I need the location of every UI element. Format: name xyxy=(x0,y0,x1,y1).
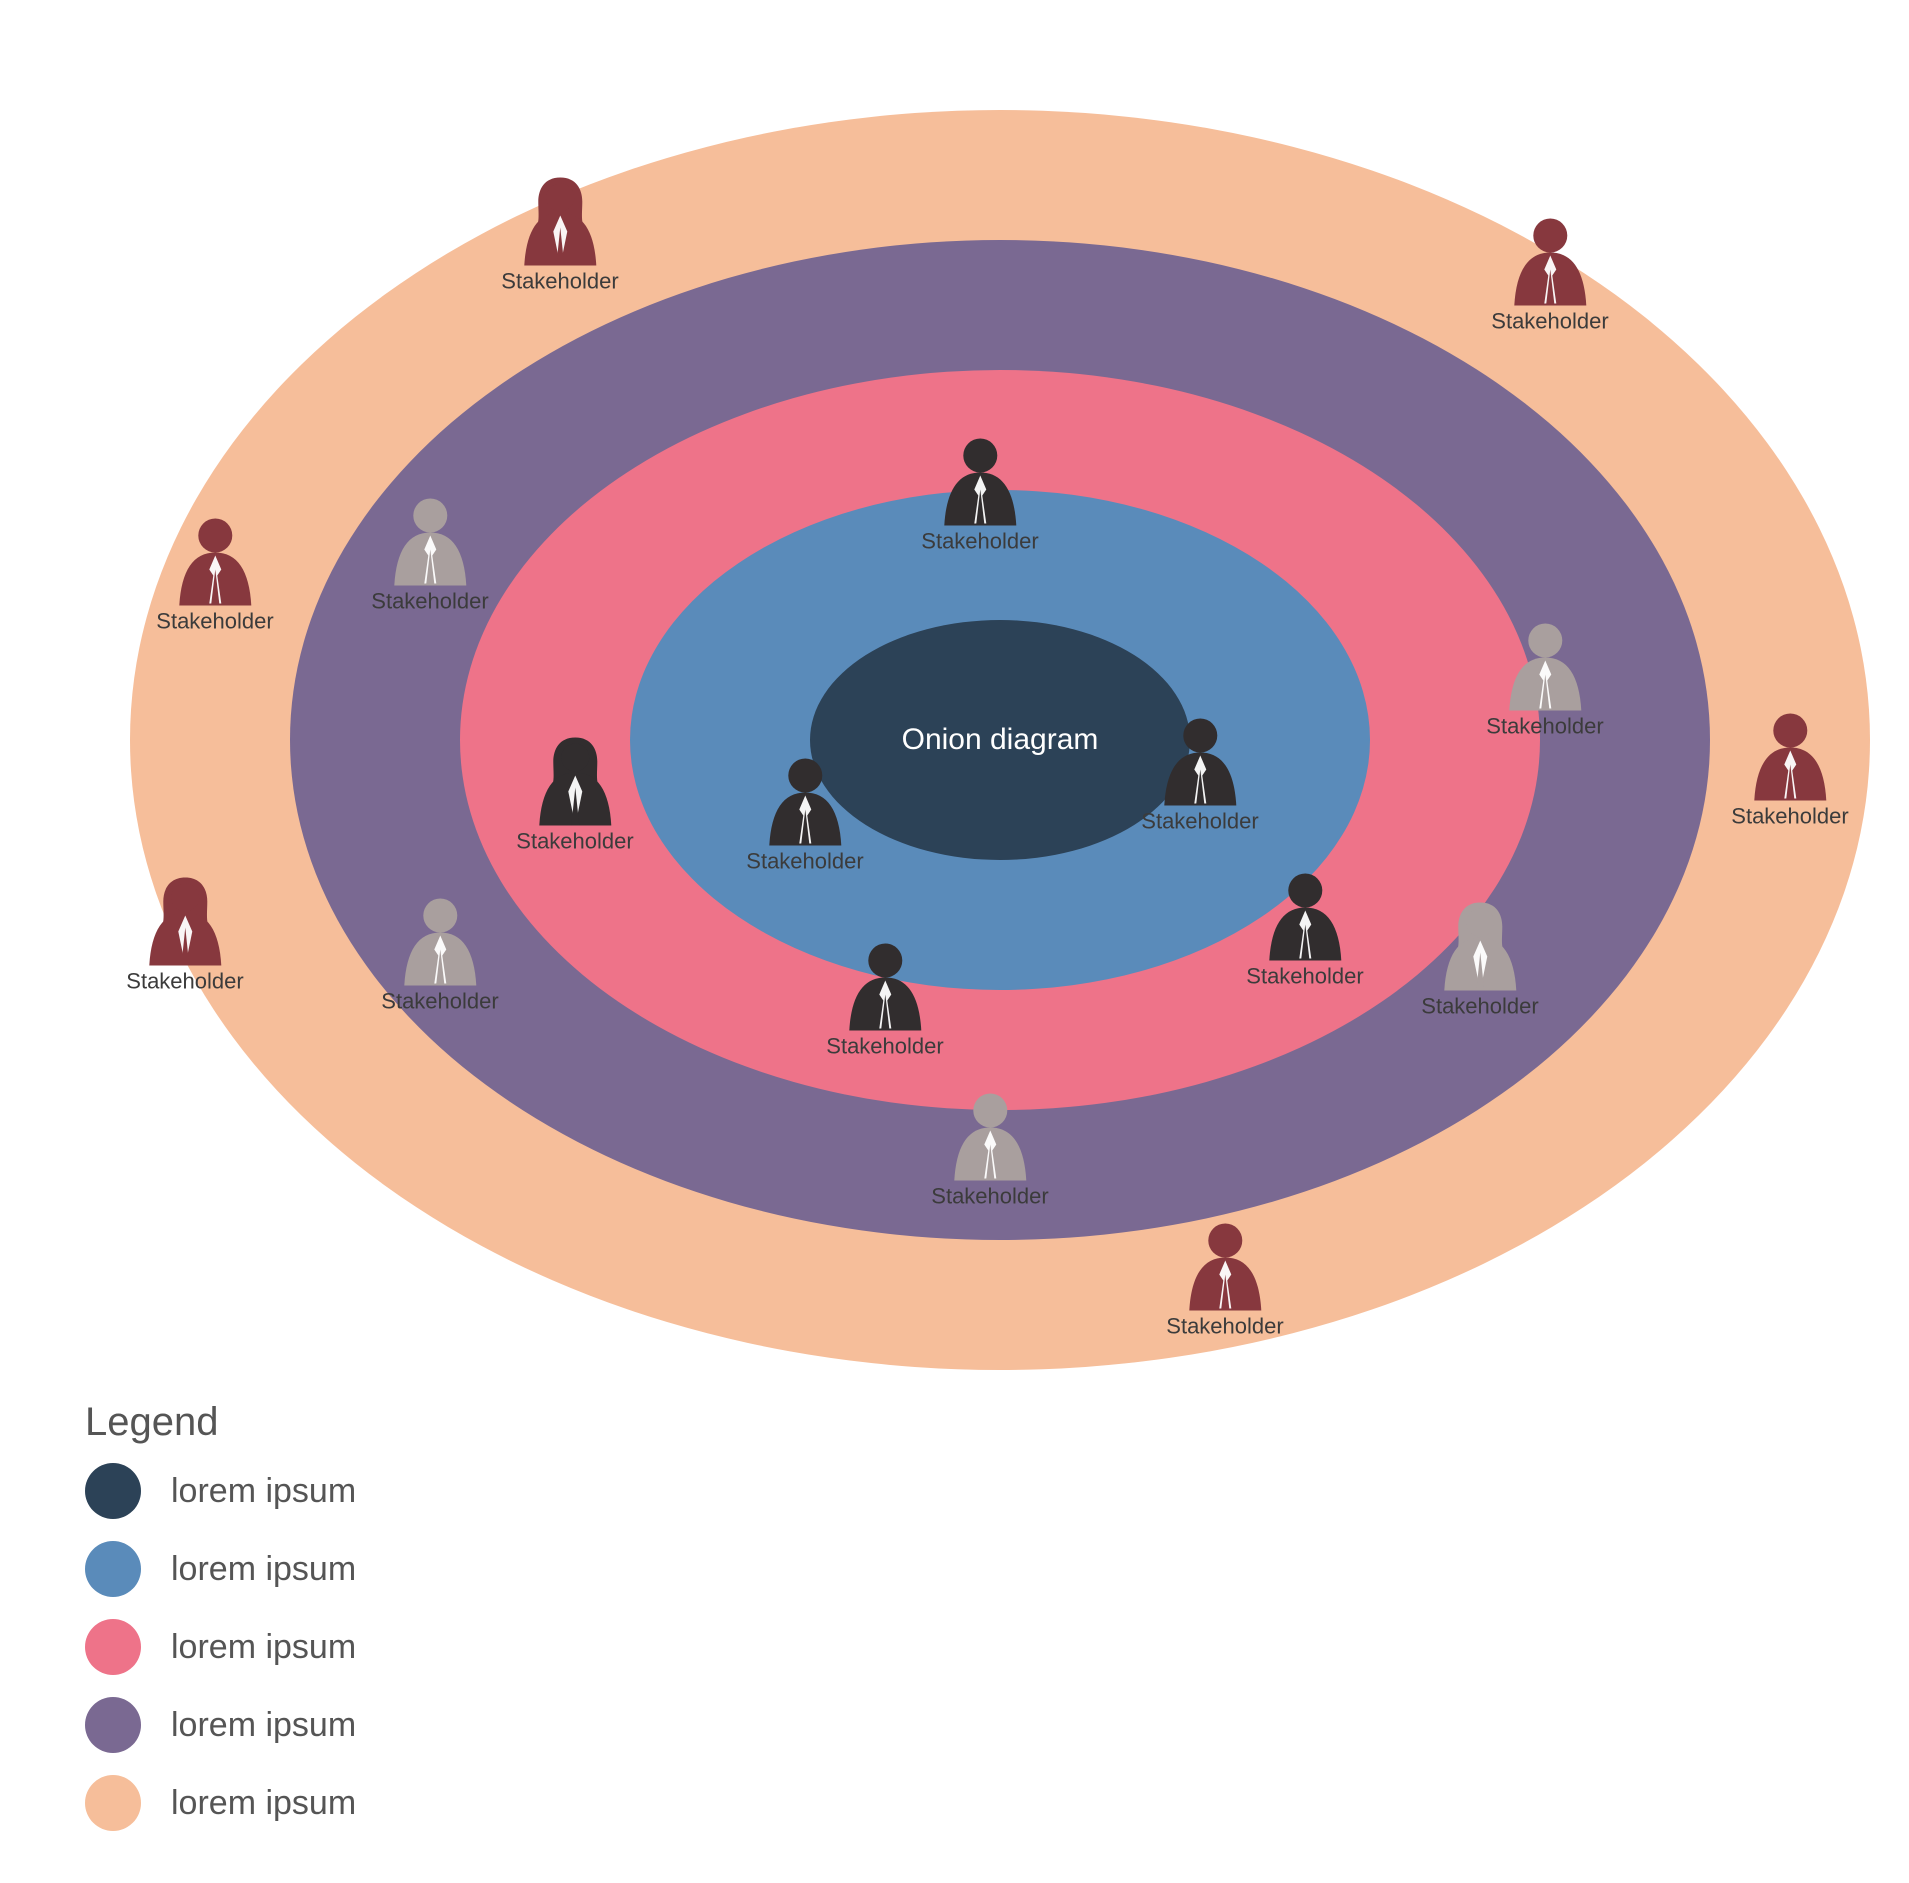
person-male-icon xyxy=(1510,216,1590,311)
legend-item: lorem ipsum xyxy=(85,1619,356,1675)
person-male-icon xyxy=(1160,716,1240,811)
person-male-icon xyxy=(1265,871,1345,966)
onion-center-label: Onion diagram xyxy=(902,723,1099,757)
stakeholder-label: Stakeholder xyxy=(746,849,863,875)
stakeholder: Stakeholder xyxy=(156,516,273,635)
stakeholder: Stakeholder xyxy=(826,941,943,1060)
onion-diagram-stage: Onion diagram Stakeholder Stakeholder St… xyxy=(0,0,1909,1883)
stakeholder-label: Stakeholder xyxy=(1486,714,1603,740)
legend-swatch xyxy=(85,1463,141,1519)
person-male-icon xyxy=(390,496,470,591)
person-male-icon xyxy=(845,941,925,1036)
stakeholder: Stakeholder xyxy=(1491,216,1608,335)
stakeholder: Stakeholder xyxy=(931,1091,1048,1210)
legend-item: lorem ipsum xyxy=(85,1463,356,1519)
stakeholder: Stakeholder xyxy=(516,736,633,855)
legend-item: lorem ipsum xyxy=(85,1541,356,1597)
stakeholder: Stakeholder xyxy=(1246,871,1363,990)
stakeholder: Stakeholder xyxy=(126,876,243,995)
stakeholder-label: Stakeholder xyxy=(381,989,498,1015)
stakeholder: Stakeholder xyxy=(1486,621,1603,740)
stakeholder: Stakeholder xyxy=(1731,711,1848,830)
legend-item: lorem ipsum xyxy=(85,1775,356,1831)
legend-swatch xyxy=(85,1619,141,1675)
legend-label: lorem ipsum xyxy=(171,1628,356,1667)
person-male-icon xyxy=(940,436,1020,531)
person-male-icon xyxy=(1185,1221,1265,1316)
stakeholder: Stakeholder xyxy=(746,756,863,875)
legend-label: lorem ipsum xyxy=(171,1472,356,1511)
stakeholder-label: Stakeholder xyxy=(1731,804,1848,830)
legend-label: lorem ipsum xyxy=(171,1706,356,1745)
stakeholder-label: Stakeholder xyxy=(1166,1314,1283,1340)
person-male-icon xyxy=(950,1091,1030,1186)
person-male-icon xyxy=(1750,711,1830,806)
person-male-icon xyxy=(765,756,845,851)
stakeholder: Stakeholder xyxy=(1166,1221,1283,1340)
stakeholder-label: Stakeholder xyxy=(126,969,243,995)
stakeholder-label: Stakeholder xyxy=(931,1184,1048,1210)
stakeholder-label: Stakeholder xyxy=(1246,964,1363,990)
person-female-icon xyxy=(145,876,225,971)
legend-title: Legend xyxy=(85,1400,356,1445)
stakeholder-label: Stakeholder xyxy=(921,529,1038,555)
stakeholder-label: Stakeholder xyxy=(371,589,488,615)
person-male-icon xyxy=(400,896,480,991)
legend: Legend lorem ipsumlorem ipsumlorem ipsum… xyxy=(85,1400,356,1853)
stakeholder: Stakeholder xyxy=(371,496,488,615)
legend-rows: lorem ipsum lorem ipsum lorem ipsum lorem i… xyxy=(85,1463,356,1831)
stakeholder: Stakeholder xyxy=(1421,901,1538,1020)
stakeholder-label: Stakeholder xyxy=(156,609,273,635)
stakeholder-label: Stakeholder xyxy=(516,829,633,855)
stakeholder-label: Stakeholder xyxy=(501,269,618,295)
person-male-icon xyxy=(175,516,255,611)
person-male-icon xyxy=(1505,621,1585,716)
person-female-icon xyxy=(520,176,600,271)
stakeholder: Stakeholder xyxy=(381,896,498,1015)
stakeholder-label: Stakeholder xyxy=(1421,994,1538,1020)
stakeholder-label: Stakeholder xyxy=(826,1034,943,1060)
legend-swatch xyxy=(85,1697,141,1753)
stakeholder-label: Stakeholder xyxy=(1141,809,1258,835)
stakeholder: Stakeholder xyxy=(1141,716,1258,835)
stakeholder: Stakeholder xyxy=(921,436,1038,555)
legend-swatch xyxy=(85,1541,141,1597)
person-female-icon xyxy=(1440,901,1520,996)
stakeholder: Stakeholder xyxy=(501,176,618,295)
legend-label: lorem ipsum xyxy=(171,1784,356,1823)
legend-item: lorem ipsum xyxy=(85,1697,356,1753)
legend-swatch xyxy=(85,1775,141,1831)
person-female-icon xyxy=(535,736,615,831)
stakeholder-label: Stakeholder xyxy=(1491,309,1608,335)
legend-label: lorem ipsum xyxy=(171,1550,356,1589)
